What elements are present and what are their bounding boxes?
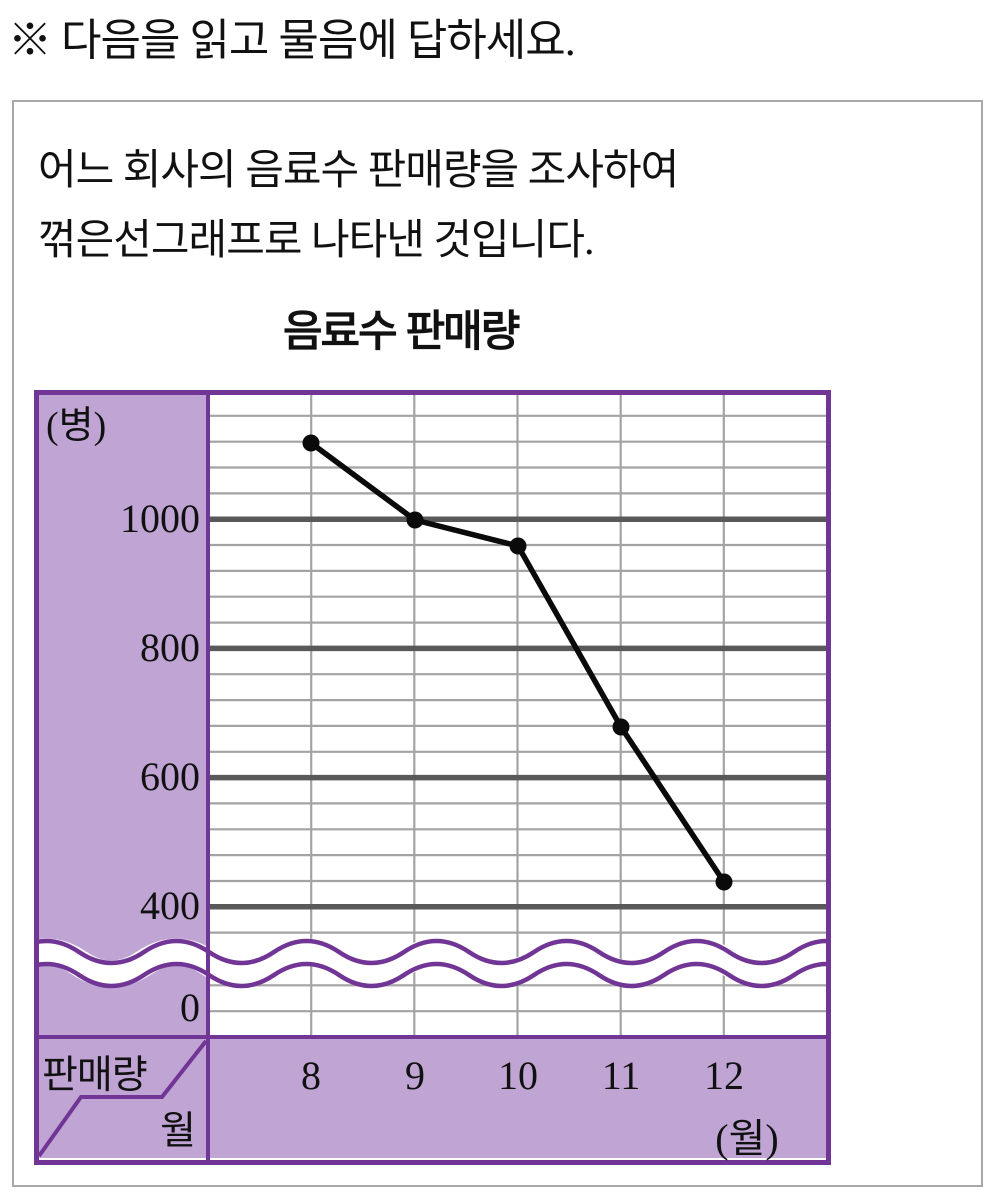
chart-title: 음료수 판매량 [283, 308, 520, 356]
x-tick-9: 9 [405, 1053, 425, 1098]
y-tick-400: 400 [140, 883, 200, 928]
data-points [302, 434, 733, 891]
y-tick-1000: 1000 [120, 496, 200, 541]
passage-line-2: 꺾은선그래프로 나타낸 것입니다. [38, 218, 594, 264]
y-tick-600: 600 [140, 754, 200, 799]
x-tick-10: 10 [498, 1053, 538, 1098]
axis-break-wave [34, 938, 827, 989]
x-tick-12: 12 [704, 1053, 744, 1098]
line-chart [34, 390, 831, 1165]
corner-col-label: 월 [160, 1110, 196, 1153]
chart-frame [34, 390, 831, 1165]
y-axis-unit-label: (병) [46, 405, 107, 447]
passage-line-1: 어느 회사의 음료수 판매량을 조사하여 [38, 148, 679, 194]
y-tick-800: 800 [140, 625, 200, 670]
instruction-text: ※ 다음을 읽고 물음에 답하세요. [8, 16, 576, 65]
major-gridlines [208, 516, 827, 910]
corner-row-label: 판매량 [42, 1054, 148, 1097]
minor-gridlines [208, 390, 827, 1037]
x-tick-8: 8 [301, 1053, 321, 1098]
y-tick-0: 0 [180, 985, 200, 1030]
x-axis-unit-label: (월) [715, 1116, 779, 1161]
x-tick-11: 11 [601, 1053, 641, 1098]
corner-diagonal-divider [37, 1039, 208, 1158]
